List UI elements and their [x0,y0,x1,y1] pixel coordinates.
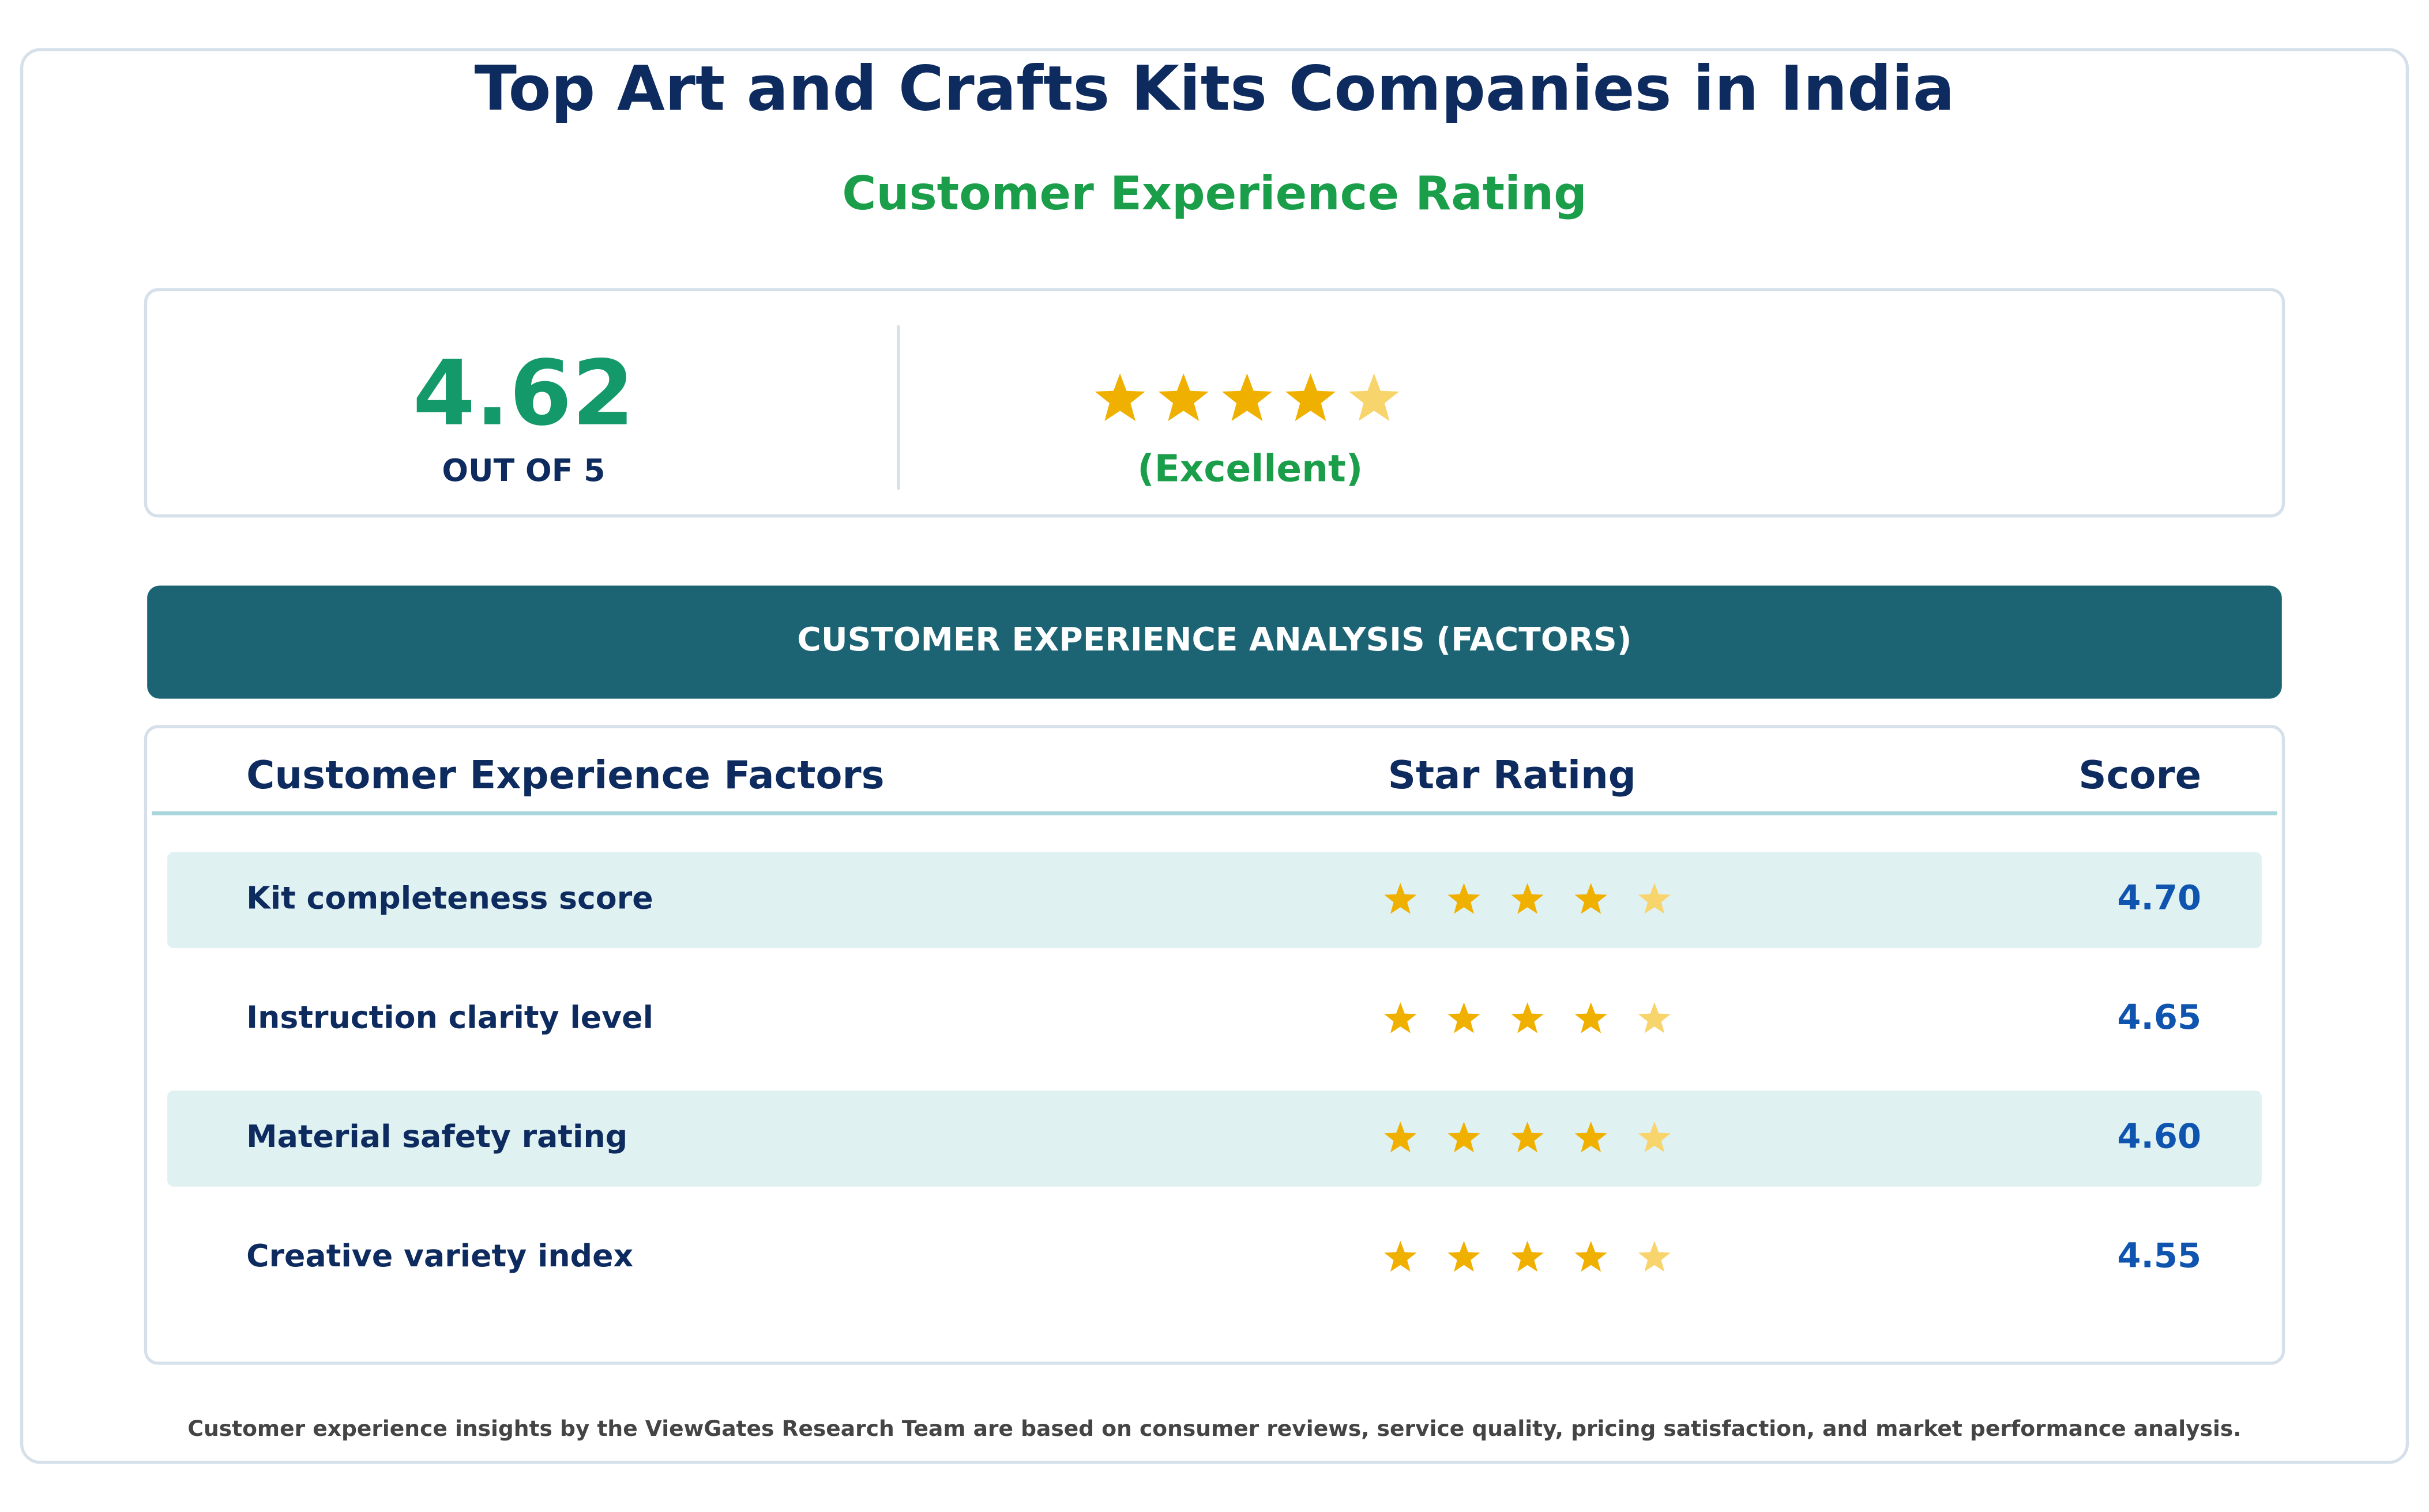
star-icon [1574,883,1607,914]
column-header: Star Rating [1388,753,1636,798]
subtitle: Customer Experience Rating [842,167,1587,221]
summary-box [144,288,2285,518]
section-banner [147,585,2282,699]
factor-name: Material safety rating [246,1118,627,1154]
scale-label: OUT OF 5 [442,452,605,488]
star-icon [1349,373,1400,422]
table-rows: Kit completeness score 4.70 Instruction cl… [167,852,2262,1275]
row-background [167,852,2262,949]
star-icon [1574,1002,1607,1033]
star-icon [1511,1121,1544,1153]
star-icon [1384,1240,1417,1272]
title: Top Art and Crafts Kits Companies in Ind… [475,53,1955,125]
factor-score: 4.60 [2117,1116,2201,1156]
star-icon [1638,1240,1671,1272]
table-row: Creative variety index 4.55 [246,1235,2201,1275]
star-icon [1447,1121,1480,1153]
row-background [167,1090,2262,1187]
star-icon [1511,883,1544,914]
column-header: Customer Experience Factors [246,753,885,798]
star-icon [1511,1240,1544,1272]
factor-score: 4.70 [2117,878,2201,917]
star-icon [1574,1240,1607,1272]
star-icon [1285,373,1336,422]
star-icon [1447,883,1480,914]
factor-score: 4.55 [2117,1235,2201,1275]
star-icon [1158,373,1209,422]
table-row: Material safety rating 4.60 [167,1090,2262,1187]
verdict: (Excellent) [1137,447,1363,490]
star-icon [1638,1002,1671,1033]
factor-name: Creative variety index [246,1238,633,1274]
star-icon [1384,1121,1417,1153]
overall-stars [1095,373,1400,422]
star-icon [1384,1002,1417,1033]
factor-name: Instruction clarity level [246,999,653,1035]
star-icon [1384,883,1417,914]
factor-name: Kit completeness score [246,879,653,916]
overall-score: 4.62 [413,341,634,446]
star-icon [1221,373,1272,422]
footer-note: Customer experience insights by the View… [187,1416,2241,1441]
table-row: Kit completeness score 4.70 [167,852,2262,949]
column-header: Score [2078,753,2201,798]
table-row: Instruction clarity level 4.65 [246,997,2201,1037]
star-icon [1095,373,1145,422]
star-icon [1511,1002,1544,1033]
star-icon [1638,883,1671,914]
star-icon [1638,1121,1671,1153]
factor-score: 4.65 [2117,997,2201,1037]
star-icon [1447,1002,1480,1033]
star-icon [1574,1121,1607,1153]
star-icon [1447,1240,1480,1272]
section-title: CUSTOMER EXPERIENCE ANALYSIS (FACTORS) [797,621,1631,659]
